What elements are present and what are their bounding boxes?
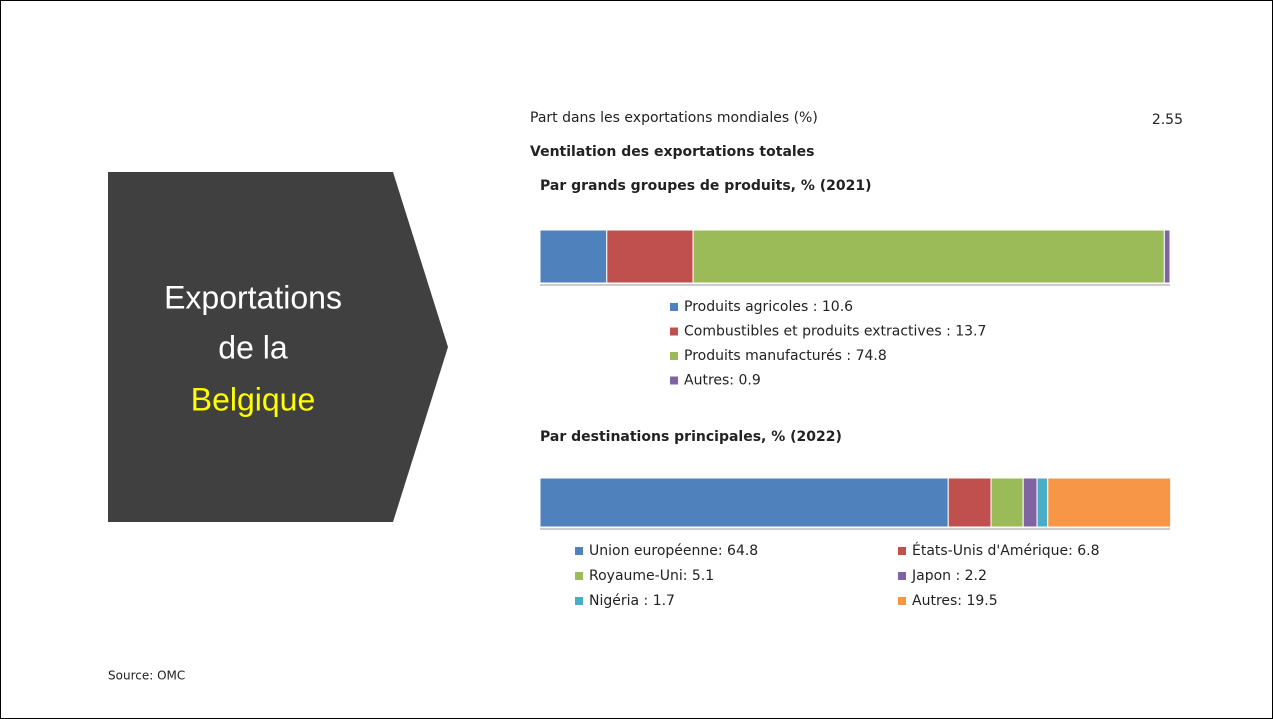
legend-label: Autres: 19.5 [912, 593, 998, 609]
legend-swatch [898, 547, 906, 555]
source: Source: OMC [108, 669, 185, 683]
bar-segment [692, 229, 1165, 284]
legend-swatch [670, 327, 678, 336]
slide-title-line: de la [218, 329, 288, 365]
legend-swatch [575, 547, 583, 555]
bar-segment [1047, 477, 1172, 528]
share-value: 2.55 [1152, 112, 1183, 128]
slide-title-line: Belgique [191, 381, 316, 417]
bar-segment [1163, 229, 1171, 284]
legend-swatch [898, 572, 906, 580]
legend-label: Japon : 2.2 [911, 568, 987, 584]
share-label: Part dans les exportations mondiales (%) [530, 110, 818, 126]
bar-segment [1022, 477, 1038, 528]
legend-label: Produits manufacturés : 74.8 [684, 348, 887, 364]
legend-swatch [575, 597, 583, 605]
bar-segment [947, 477, 992, 528]
title-shape [108, 172, 448, 522]
legend-label: Union européenne: 64.8 [589, 543, 758, 559]
legend-label: Nigéria : 1.7 [589, 593, 675, 609]
bar-segment [990, 477, 1024, 528]
legend-label: Combustibles et produits extractives : 1… [684, 324, 986, 340]
bar-segment [1036, 477, 1049, 528]
legend-swatch [898, 597, 906, 605]
slide-title-line: Exportations [164, 279, 342, 315]
section-title: Ventilation des exportations totales [530, 144, 815, 160]
chart-title: Par destinations principales, % (2022) [540, 429, 842, 445]
bar-segment [539, 477, 949, 528]
legend-label: Autres: 0.9 [684, 373, 761, 389]
legend-label: États-Unis d'Amérique: 6.8 [912, 542, 1100, 559]
chart-title: Par grands groupes de produits, % (2021) [540, 178, 872, 194]
bar-segment [606, 229, 694, 284]
bar-segment [539, 229, 608, 284]
legend-swatch [575, 572, 583, 580]
legend-swatch [670, 303, 678, 311]
legend-swatch [670, 376, 678, 385]
legend-swatch [670, 352, 678, 360]
legend-label: Produits agricoles : 10.6 [684, 299, 853, 315]
legend-label: Royaume-Uni: 5.1 [589, 568, 714, 584]
